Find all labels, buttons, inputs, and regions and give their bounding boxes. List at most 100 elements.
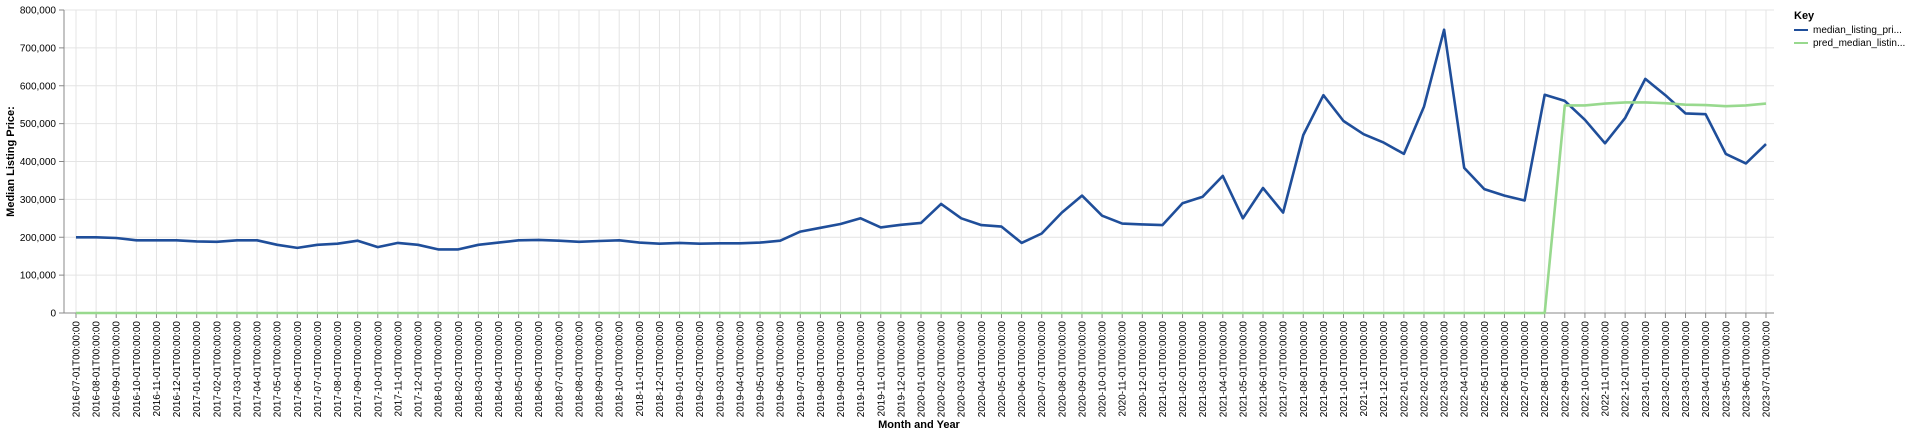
x-tick-label: 2022-02-01T00:00:00 xyxy=(1419,321,1430,418)
x-tick-label: 2021-01-01T00:00:00 xyxy=(1158,321,1169,418)
x-tick-label: 2019-01-01T00:00:00 xyxy=(675,321,686,418)
y-tick-label: 700,000 xyxy=(20,43,57,54)
x-tick-label: 2022-12-01T00:00:00 xyxy=(1621,321,1632,418)
x-tick-label: 2016-07-01T00:00:00 xyxy=(72,321,83,418)
series-line-1 xyxy=(76,28,1767,251)
x-tick-label: 2023-07-01T00:00:00 xyxy=(1762,321,1773,418)
x-tick-label: 2020-02-01T00:00:00 xyxy=(937,321,948,418)
legend-title: Key xyxy=(1794,10,1815,22)
x-axis-title: Month and Year xyxy=(878,419,960,431)
x-tick-label: 2020-04-01T00:00:00 xyxy=(977,321,988,418)
y-tick-label: 0 xyxy=(50,309,56,320)
x-tick-label: 2022-10-01T00:00:00 xyxy=(1580,321,1591,418)
x-tick-label: 2017-01-01T00:00:00 xyxy=(192,321,203,418)
x-tick-label: 2020-12-01T00:00:00 xyxy=(1138,321,1149,418)
x-tick-label: 2018-10-01T00:00:00 xyxy=(615,321,626,418)
series-line-2 xyxy=(76,101,1767,315)
x-tick-label: 2018-09-01T00:00:00 xyxy=(595,321,606,418)
x-tick-label: 2018-03-01T00:00:00 xyxy=(474,321,485,418)
x-tick-label: 2018-04-01T00:00:00 xyxy=(494,321,505,418)
x-tick-label: 2018-08-01T00:00:00 xyxy=(574,321,585,418)
y-tick-label: 400,000 xyxy=(20,157,57,168)
x-tick-label: 2018-05-01T00:00:00 xyxy=(514,321,525,418)
x-tick-label: 2016-11-01T00:00:00 xyxy=(152,321,163,417)
grid xyxy=(64,9,1774,314)
x-tick-label: 2023-06-01T00:00:00 xyxy=(1741,321,1752,418)
y-axis-title: Median Listing Price: xyxy=(5,106,17,217)
x-tick-label: 2022-05-01T00:00:00 xyxy=(1480,321,1491,418)
x-tick-label: 2016-12-01T00:00:00 xyxy=(172,321,183,418)
x-tick-label: 2021-04-01T00:00:00 xyxy=(1218,321,1229,418)
x-tick-label: 2017-09-01T00:00:00 xyxy=(353,321,364,418)
x-tick-label: 2023-05-01T00:00:00 xyxy=(1721,321,1732,418)
y-tick-label: 500,000 xyxy=(20,119,57,130)
x-tick-label: 2019-08-01T00:00:00 xyxy=(816,321,827,418)
y-tick-label: 100,000 xyxy=(20,271,57,282)
x-tick-label: 2020-08-01T00:00:00 xyxy=(1057,321,1068,418)
x-tick-label: 2017-10-01T00:00:00 xyxy=(373,321,384,418)
y-tick-label: 800,000 xyxy=(20,6,57,17)
x-tick-label: 2022-09-01T00:00:00 xyxy=(1560,321,1571,418)
x-tick-label: 2017-06-01T00:00:00 xyxy=(293,321,304,418)
x-tick-label: 2017-05-01T00:00:00 xyxy=(273,321,284,418)
x-tick-label: 2022-06-01T00:00:00 xyxy=(1500,321,1511,418)
x-tick-label: 2023-03-01T00:00:00 xyxy=(1681,321,1692,418)
x-tick-label: 2020-05-01T00:00:00 xyxy=(997,321,1008,418)
legend: Key median_listing_pri... pred_median_lis… xyxy=(1794,10,1905,49)
x-tick-label: 2019-12-01T00:00:00 xyxy=(896,321,907,418)
x-tick-label: 2022-11-01T00:00:00 xyxy=(1601,321,1612,417)
x-tick-label: 2021-07-01T00:00:00 xyxy=(1279,321,1290,418)
x-tick-label: 2017-08-01T00:00:00 xyxy=(333,321,344,418)
y-tick-label: 600,000 xyxy=(20,81,57,92)
y-tick-label: 300,000 xyxy=(20,195,57,206)
x-tick-label: 2023-04-01T00:00:00 xyxy=(1701,321,1712,418)
x-tick-label: 2016-08-01T00:00:00 xyxy=(92,321,103,418)
x-tick-label: 2016-10-01T00:00:00 xyxy=(132,321,143,418)
x-tick-label: 2017-11-01T00:00:00 xyxy=(393,321,404,417)
x-tick-label: 2019-03-01T00:00:00 xyxy=(715,321,726,418)
x-tick-label: 2022-08-01T00:00:00 xyxy=(1540,321,1551,418)
x-tick-label: 2019-04-01T00:00:00 xyxy=(735,321,746,418)
x-tick-label: 2020-10-01T00:00:00 xyxy=(1098,321,1109,418)
x-tick-label: 2017-02-01T00:00:00 xyxy=(212,321,223,418)
x-tick-label: 2022-04-01T00:00:00 xyxy=(1460,321,1471,418)
x-tick-label: 2019-10-01T00:00:00 xyxy=(856,321,867,418)
x-tick-label: 2023-02-01T00:00:00 xyxy=(1661,321,1672,418)
x-tick-label: 2018-12-01T00:00:00 xyxy=(655,321,666,418)
series-lines xyxy=(76,28,1767,315)
x-tick-label: 2021-10-01T00:00:00 xyxy=(1339,321,1350,418)
x-tick-label: 2017-04-01T00:00:00 xyxy=(253,321,264,418)
y-axis-ticks: 0 100,000 200,000 300,000 400,000 500,000 600,… xyxy=(20,6,64,320)
x-tick-label: 2020-07-01T00:00:00 xyxy=(1037,321,1048,418)
x-tick-label: 2018-11-01T00:00:00 xyxy=(635,321,646,417)
x-tick-label: 2019-11-01T00:00:00 xyxy=(876,321,887,417)
x-tick-label: 2019-05-01T00:00:00 xyxy=(756,321,767,418)
x-tick-label: 2019-07-01T00:00:00 xyxy=(796,321,807,418)
x-tick-label: 2022-03-01T00:00:00 xyxy=(1440,321,1451,418)
x-tick-label: 2021-06-01T00:00:00 xyxy=(1259,321,1270,418)
x-tick-label: 2017-03-01T00:00:00 xyxy=(232,321,243,418)
x-tick-label: 2018-07-01T00:00:00 xyxy=(554,321,565,418)
x-tick-label: 2020-03-01T00:00:00 xyxy=(957,321,968,418)
y-tick-label: 200,000 xyxy=(20,233,57,244)
x-tick-label: 2022-07-01T00:00:00 xyxy=(1520,321,1531,418)
x-tick-label: 2021-05-01T00:00:00 xyxy=(1238,321,1249,418)
x-tick-label: 2021-03-01T00:00:00 xyxy=(1198,321,1209,418)
x-tick-label: 2022-01-01T00:00:00 xyxy=(1399,321,1410,418)
x-tick-label: 2020-01-01T00:00:00 xyxy=(917,321,928,418)
x-tick-label: 2021-08-01T00:00:00 xyxy=(1299,321,1310,418)
legend-label-1: median_listing_pri... xyxy=(1813,25,1902,36)
x-tick-label: 2021-11-01T00:00:00 xyxy=(1359,321,1370,417)
x-tick-label: 2017-12-01T00:00:00 xyxy=(414,321,425,418)
x-tick-label: 2017-07-01T00:00:00 xyxy=(313,321,324,418)
x-axis-ticks: 2016-07-01T00:00:00 2016-08-01T00:00:00 20… xyxy=(72,313,1773,417)
x-tick-label: 2018-06-01T00:00:00 xyxy=(534,321,545,418)
x-tick-label: 2020-09-01T00:00:00 xyxy=(1077,321,1088,418)
x-tick-label: 2020-11-01T00:00:00 xyxy=(1118,321,1129,417)
x-tick-label: 2021-12-01T00:00:00 xyxy=(1379,321,1390,418)
x-tick-label: 2018-02-01T00:00:00 xyxy=(454,321,465,418)
legend-label-2: pred_median_listin... xyxy=(1813,38,1905,49)
x-tick-label: 2021-09-01T00:00:00 xyxy=(1319,321,1330,418)
